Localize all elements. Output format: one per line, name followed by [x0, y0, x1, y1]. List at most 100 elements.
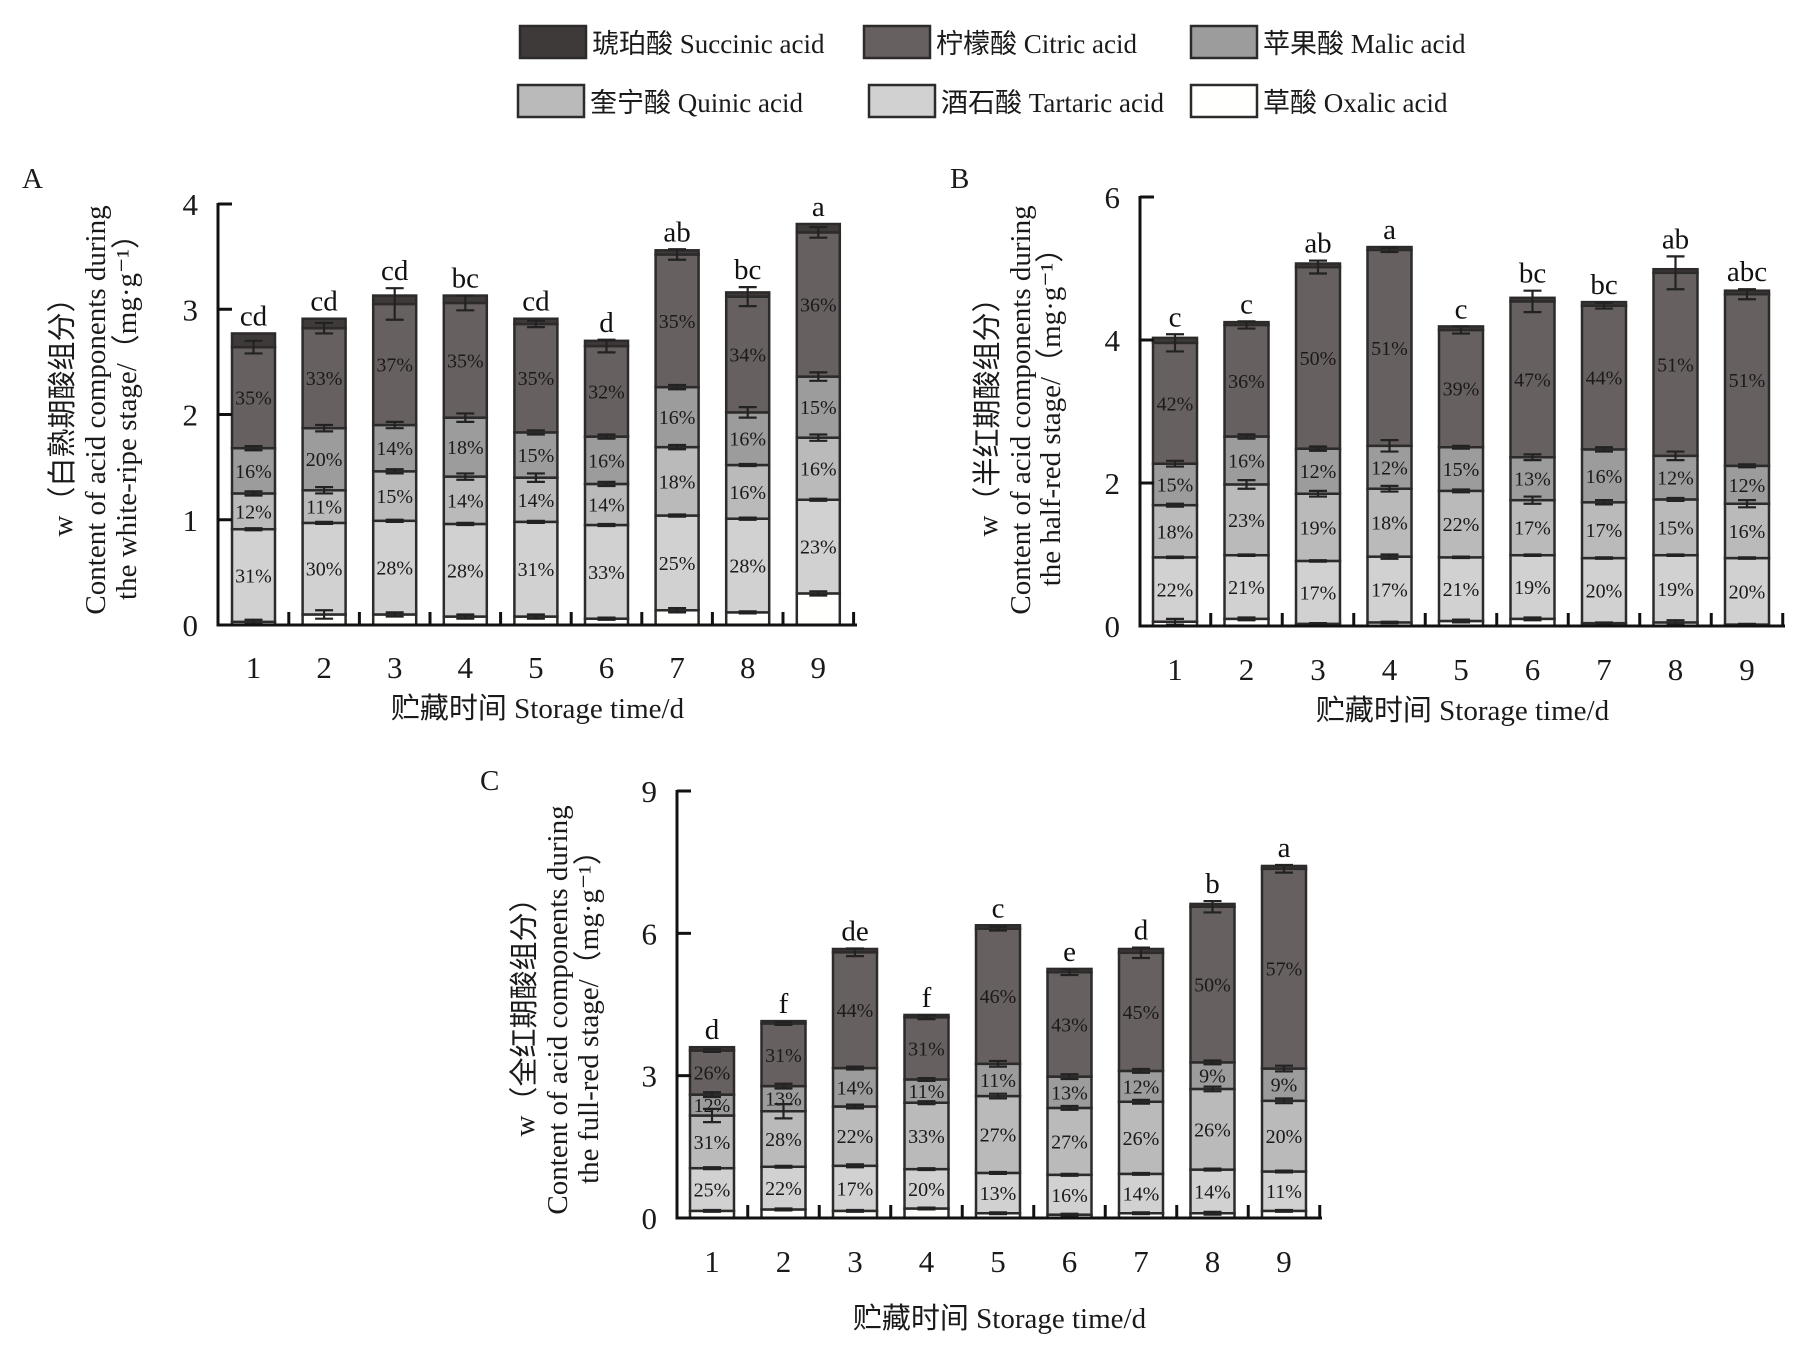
percent-label-citric: 37%	[376, 355, 413, 377]
error-bar-malic	[1203, 1059, 1222, 1066]
x-tick-label: 8	[1205, 1244, 1221, 1279]
error-bar-tartaric	[1132, 1171, 1150, 1176]
y-tick-label: 6	[642, 916, 658, 951]
bar-stack: 19% 15% 12% 51% ab	[1652, 223, 1699, 628]
percent-label-tartaric: 17%	[1371, 580, 1408, 602]
y-tick-label: 9	[642, 774, 658, 809]
legend-item-citric: 柠檬酸 Citric acid	[862, 24, 1137, 60]
x-tick-label: 7	[1596, 652, 1612, 687]
error-bar-quinic	[989, 1092, 1007, 1100]
error-bar-oxalic	[1523, 616, 1542, 622]
error-bar-malic	[809, 371, 828, 382]
bar-segment-tartaric	[1046, 1173, 1093, 1216]
legend-label-citric: 柠檬酸 Citric acid	[936, 29, 1137, 59]
panel-b-chart: Bw（半红期酸组分） Content of acid components dur…	[950, 163, 1785, 727]
y-axis-title-line: the full-red stage/（mg·g⁻¹）	[573, 836, 605, 1184]
bar-stack: 20% 17% 16% 44% bc	[1580, 269, 1628, 628]
bar-segment-tartaric	[1260, 1170, 1308, 1213]
error-bar-quinic	[703, 1107, 721, 1124]
error-bar-quinic	[1275, 1097, 1293, 1105]
error-bar-tartaric	[738, 516, 757, 521]
error-bar-malic	[917, 1076, 936, 1082]
error-bar-citric	[1523, 289, 1542, 314]
x-tick-label: 9	[1739, 652, 1755, 687]
x-tick-label: 6	[599, 650, 615, 685]
bar-stack: 25% 31% 12% 26% d	[688, 1014, 736, 1220]
panel-label: B	[950, 163, 969, 195]
error-bar-citric	[738, 286, 757, 308]
bar-stack: 17% 19% 12% 50% ab	[1294, 228, 1342, 628]
x-tick-label: 5	[1453, 652, 1469, 687]
bar-segment-citric	[1723, 292, 1771, 468]
error-bar-citric	[1275, 863, 1293, 874]
error-bar-oxalic	[1237, 616, 1256, 622]
x-axis-title: 贮藏时间 Storage time/d	[391, 692, 685, 725]
error-bar-quinic	[738, 462, 757, 468]
error-bar-tartaric	[244, 527, 263, 532]
percent-label-quinic: 26%	[1123, 1128, 1160, 1150]
percent-label-quinic: 20%	[1266, 1126, 1303, 1148]
error-bar-malic	[1132, 1067, 1150, 1074]
significance-label: c	[1240, 288, 1253, 320]
bar-segment-tartaric	[1189, 1168, 1236, 1215]
percent-label-quinic: 22%	[1443, 514, 1480, 536]
error-bar-oxalic	[1132, 1211, 1150, 1216]
bar-segment-citric	[230, 345, 277, 450]
bar-segment-citric	[1151, 341, 1199, 465]
error-bar-tartaric	[1595, 556, 1613, 560]
percent-label-malic: 16%	[729, 429, 766, 451]
error-bar-citric	[774, 1020, 793, 1027]
y-axis-title-line: Content of acid components during	[542, 805, 574, 1214]
percent-label-quinic: 18%	[659, 471, 696, 493]
bar-segment-malic	[1117, 1069, 1165, 1104]
legend-label-malic: 苹果酸 Malic acid	[1263, 29, 1466, 59]
error-bar-malic	[385, 420, 404, 430]
bar-segment-quinic	[688, 1114, 736, 1170]
error-bar-malic	[1166, 459, 1184, 468]
bar-segment-citric	[1580, 304, 1628, 451]
error-bar-oxalic	[1060, 1212, 1079, 1217]
y-tick-label: 0	[1105, 609, 1121, 644]
percent-label-tartaric: 31%	[518, 559, 555, 581]
significance-label: d	[705, 1014, 720, 1046]
panel-a-chart: Aw（白熟期酸组分） Content of acid components dur…	[22, 163, 857, 725]
error-bar-quinic	[668, 443, 687, 451]
percent-label-tartaric: 21%	[1443, 579, 1480, 601]
y-tick-label: 0	[183, 608, 199, 643]
significance-label: d	[1134, 915, 1149, 947]
percent-label-malic: 15%	[1443, 459, 1480, 481]
error-bar-malic	[1380, 439, 1399, 453]
percent-label-citric: 26%	[694, 1063, 731, 1085]
legend-swatch-oxalic	[1189, 83, 1259, 119]
error-bar-tartaric	[774, 1164, 793, 1169]
percent-label-malic: 15%	[518, 445, 555, 467]
bar-segment-quinic	[371, 470, 418, 523]
error-bar-citric	[668, 248, 687, 261]
error-bar-tartaric	[809, 497, 828, 502]
error-bar-tartaric	[1738, 556, 1756, 560]
bar-segment-quinic	[1117, 1100, 1165, 1176]
percent-label-tartaric: 30%	[306, 559, 343, 581]
error-bar-citric	[1309, 259, 1327, 275]
error-bar-oxalic	[1380, 620, 1399, 625]
percent-label-citric: 34%	[729, 345, 766, 367]
error-bar-malic	[738, 406, 757, 419]
error-bar-malic	[315, 423, 334, 433]
bar-segment-tartaric	[760, 1165, 807, 1211]
error-bar-oxalic	[774, 1207, 793, 1212]
significance-label: ab	[1304, 228, 1331, 260]
bar-stack: 31% 14% 15% 35% cd	[513, 286, 559, 627]
bar-stack: 25% 18% 16% 35% ab	[654, 216, 700, 627]
percent-label-quinic: 18%	[1371, 513, 1408, 535]
error-bar-quinic	[1309, 489, 1327, 498]
significance-label: abc	[1727, 256, 1767, 288]
error-bar-citric	[385, 287, 404, 321]
significance-label: a	[1383, 214, 1396, 246]
error-bar-oxalic	[989, 1211, 1007, 1216]
bar-stack: 21% 22% 15% 39% c	[1437, 293, 1485, 628]
bar-stack: 21% 23% 16% 36% c	[1223, 288, 1270, 628]
bar-segment-citric	[1046, 970, 1093, 1078]
percent-label-malic: 16%	[235, 461, 272, 483]
error-bar-oxalic	[809, 590, 828, 597]
error-bar-tartaric	[1275, 1169, 1293, 1174]
